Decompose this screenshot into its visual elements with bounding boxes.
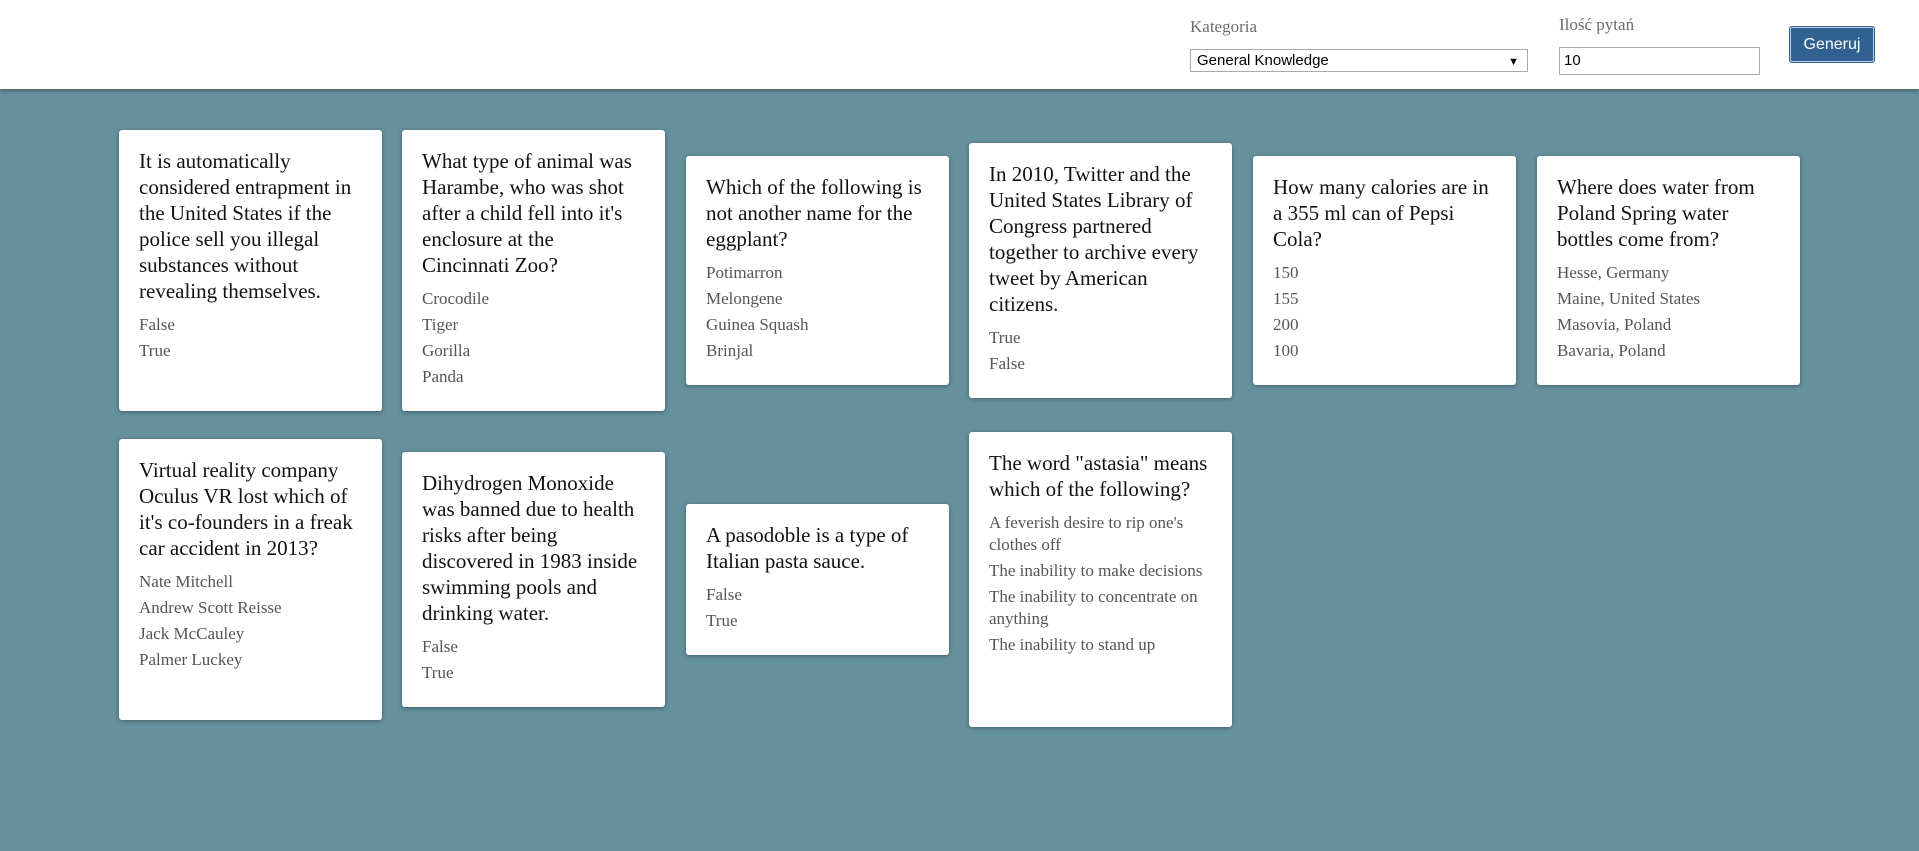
answer-option[interactable]: Potimarron [706,263,783,282]
top-toolbar: Kategoria General Knowledge ▼ Ilość pyta… [0,0,1919,89]
answer-option[interactable]: False [139,315,175,334]
answer-option[interactable]: Brinjal [706,341,754,360]
answer-option[interactable]: False [989,354,1025,373]
question-card: In 2010, Twitter and the United States L… [969,143,1232,398]
question-card: Dihydrogen Monoxide was banned due to he… [402,452,665,707]
answer-option[interactable]: Jack McCauley [139,624,245,643]
question-card: It is automatically considered entrapmen… [119,130,382,411]
answer-option[interactable]: 100 [1273,341,1299,360]
generate-button[interactable]: Generuj [1790,27,1874,62]
question-text: Virtual reality company Oculus VR lost w… [139,458,353,560]
question-card: Virtual reality company Oculus VR lost w… [119,439,382,720]
answer-option[interactable]: The inability to make decisions [989,561,1203,580]
category-select[interactable]: General Knowledge ▼ [1190,49,1528,72]
answer-option[interactable]: True [422,663,454,682]
answer-option[interactable]: 150 [1273,263,1299,282]
question-count-label: Ilość pytań [1559,15,1635,34]
answer-option[interactable]: False [706,585,742,604]
question-text: How many calories are in a 355 ml can of… [1273,175,1489,251]
question-count-input[interactable]: 10 [1559,47,1760,75]
question-card: Where does water from Poland Spring wate… [1537,156,1800,385]
answer-option[interactable]: False [422,637,458,656]
question-text: It is automatically considered entrapmen… [139,149,352,303]
question-text: Where does water from Poland Spring wate… [1557,175,1755,251]
answer-option[interactable]: Hesse, Germany [1557,263,1670,282]
answer-option[interactable]: Masovia, Poland [1557,315,1672,334]
answer-option[interactable]: Andrew Scott Reisse [139,598,282,617]
answer-option[interactable]: Gorilla [422,341,471,360]
question-card: The word "astasia" means which of the fo… [969,432,1232,727]
answer-option[interactable]: Guinea Squash [706,315,809,334]
answer-option[interactable]: The inability to concentrate on anything [989,587,1198,628]
question-card: What type of animal was Harambe, who was… [402,130,665,411]
chevron-down-icon: ▼ [1508,56,1519,68]
answer-option[interactable]: 155 [1273,289,1299,308]
answer-option[interactable]: True [139,341,171,360]
answer-option[interactable]: 200 [1273,315,1299,334]
question-text: What type of animal was Harambe, who was… [422,149,632,277]
question-text: A pasodoble is a type of Italian pasta s… [706,523,909,573]
answer-option[interactable]: A feverish desire to rip one's clothes o… [989,513,1184,554]
answer-option[interactable]: Tiger [422,315,459,334]
answer-option[interactable]: Crocodile [422,289,490,308]
answer-option[interactable]: Bavaria, Poland [1557,341,1666,360]
question-text: The word "astasia" means which of the fo… [989,451,1208,501]
question-text: Which of the following is not another na… [706,175,922,251]
answer-option[interactable]: Nate Mitchell [139,572,233,591]
answer-option[interactable]: Melongene [706,289,783,308]
answer-option[interactable]: True [989,328,1021,347]
answer-option[interactable]: True [706,611,738,630]
answer-option[interactable]: Panda [422,367,464,386]
category-select-value: General Knowledge [1197,52,1329,69]
question-text: Dihydrogen Monoxide was banned due to he… [422,471,638,625]
question-text: In 2010, Twitter and the United States L… [989,162,1199,316]
answer-option[interactable]: Maine, United States [1557,289,1701,308]
category-label: Kategoria [1190,17,1258,36]
question-card: Which of the following is not another na… [686,156,949,385]
answer-option[interactable]: The inability to stand up [989,635,1156,654]
answer-option[interactable]: Palmer Luckey [139,650,243,669]
question-card: How many calories are in a 355 ml can of… [1253,156,1516,385]
question-card: A pasodoble is a type of Italian pasta s… [686,504,949,655]
